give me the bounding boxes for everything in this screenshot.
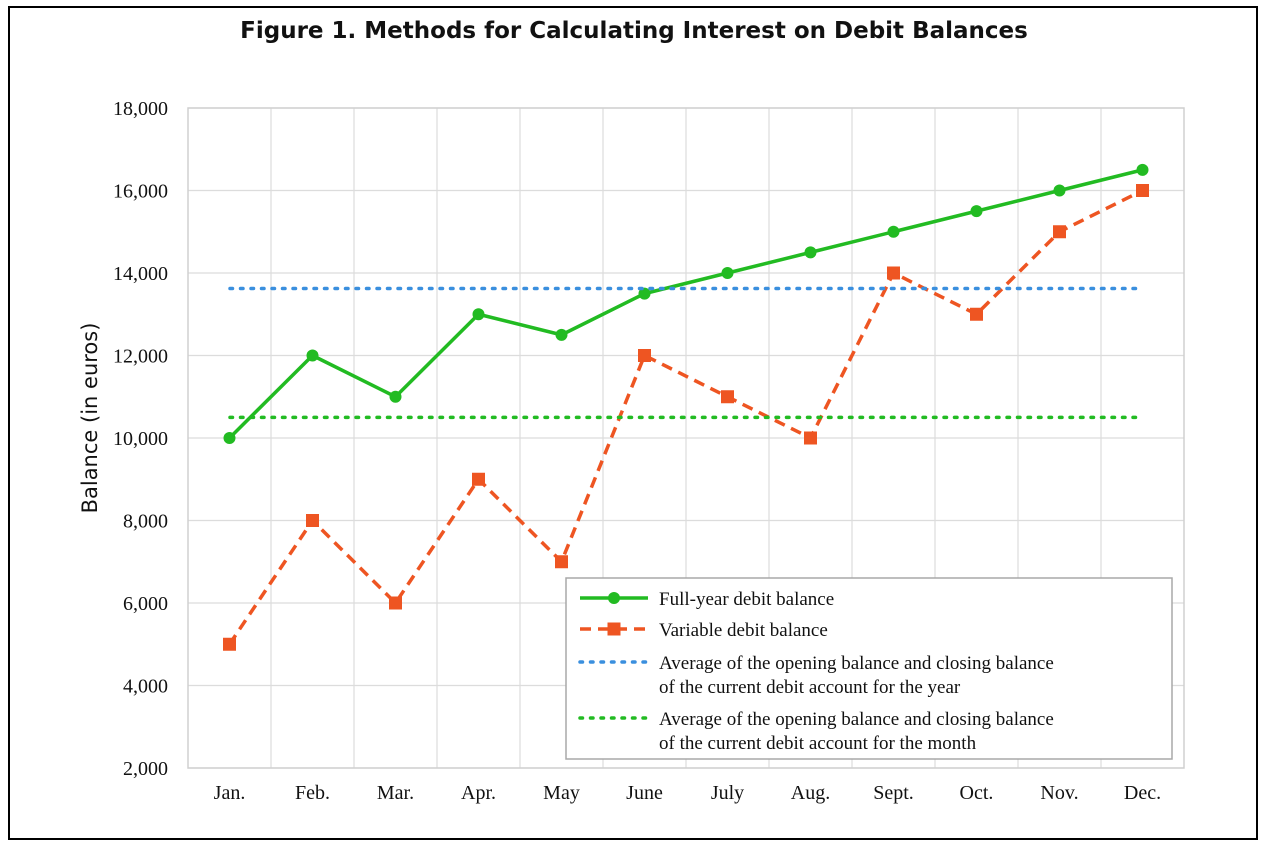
x-axis-ticks: Jan. Feb. Mar. Apr. May June July Aug. Sept. Oct.… xyxy=(214,782,1161,804)
data-point xyxy=(970,307,983,321)
data-point xyxy=(1136,163,1149,176)
y-axis-label: Balance (in euros) xyxy=(78,323,102,514)
data-point xyxy=(472,308,485,321)
y-axis-ticks: 2,000 4,000 6,000 8,000 10,000 12,000 14,000 16… xyxy=(113,98,168,780)
data-point xyxy=(1053,184,1066,197)
x-tick-label: June xyxy=(626,782,663,804)
series-1 xyxy=(223,163,1149,444)
data-point xyxy=(804,431,817,445)
legend-label: of the current debit account for the mon… xyxy=(659,733,977,754)
data-point xyxy=(306,514,319,527)
x-tick-label: Aug. xyxy=(791,782,830,804)
data-point xyxy=(223,637,236,651)
x-tick-label: July xyxy=(711,782,744,804)
data-point xyxy=(887,225,900,238)
series-line xyxy=(228,188,1144,646)
legend-label: Variable debit balance xyxy=(659,620,828,641)
data-point xyxy=(1136,184,1149,197)
data-point xyxy=(887,266,900,280)
data-point xyxy=(555,328,568,341)
data-point xyxy=(223,432,236,444)
data-point xyxy=(306,349,319,362)
legend-swatch-marker xyxy=(608,592,620,604)
y-tick-label: 10,000 xyxy=(113,428,168,450)
data-point xyxy=(970,205,983,218)
x-tick-label: Sept. xyxy=(873,782,914,804)
x-tick-label: Dec. xyxy=(1124,782,1161,804)
data-point xyxy=(389,596,402,610)
series-layer xyxy=(223,163,1149,651)
legend: Full-year debit balance Variable debit ba… xyxy=(565,577,1173,760)
plot-area-border xyxy=(187,107,1185,769)
data-point xyxy=(555,555,568,569)
y-tick-label: 6,000 xyxy=(123,593,168,615)
chart-title: Figure 1. Methods for Calculating Intere… xyxy=(240,18,1028,44)
x-tick-label: Nov. xyxy=(1040,782,1078,804)
y-tick-label: 2,000 xyxy=(123,758,168,780)
x-tick-label: Jan. xyxy=(214,782,246,804)
x-tick-label: Apr. xyxy=(461,782,496,804)
y-tick-label: 16,000 xyxy=(113,181,168,203)
legend-label: Full-year debit balance xyxy=(659,589,834,610)
data-point xyxy=(804,246,817,259)
x-tick-label: Mar. xyxy=(377,782,414,804)
x-tick-label: Feb. xyxy=(295,782,330,804)
legend-label: Average of the opening balance and closi… xyxy=(659,709,1054,730)
x-tick-label: Oct. xyxy=(960,782,994,804)
data-point xyxy=(721,267,734,279)
data-point xyxy=(721,390,734,404)
y-tick-label: 8,000 xyxy=(123,511,168,533)
data-point xyxy=(1053,225,1066,239)
y-tick-label: 18,000 xyxy=(113,98,168,120)
legend-box xyxy=(565,577,1173,760)
series-2 xyxy=(223,184,1149,651)
legend-swatch-marker xyxy=(607,622,621,636)
legend-label: Average of the opening balance and closi… xyxy=(659,653,1054,674)
y-tick-label: 12,000 xyxy=(113,346,168,368)
series-line xyxy=(228,168,1143,440)
y-tick-label: 4,000 xyxy=(123,676,168,698)
data-point xyxy=(389,390,402,403)
y-tick-label: 14,000 xyxy=(113,263,168,285)
x-tick-label: May xyxy=(543,782,580,804)
data-point xyxy=(638,349,651,362)
legend-label: of the current debit account for the yea… xyxy=(659,677,961,698)
data-point xyxy=(638,287,651,300)
data-point xyxy=(472,472,485,486)
